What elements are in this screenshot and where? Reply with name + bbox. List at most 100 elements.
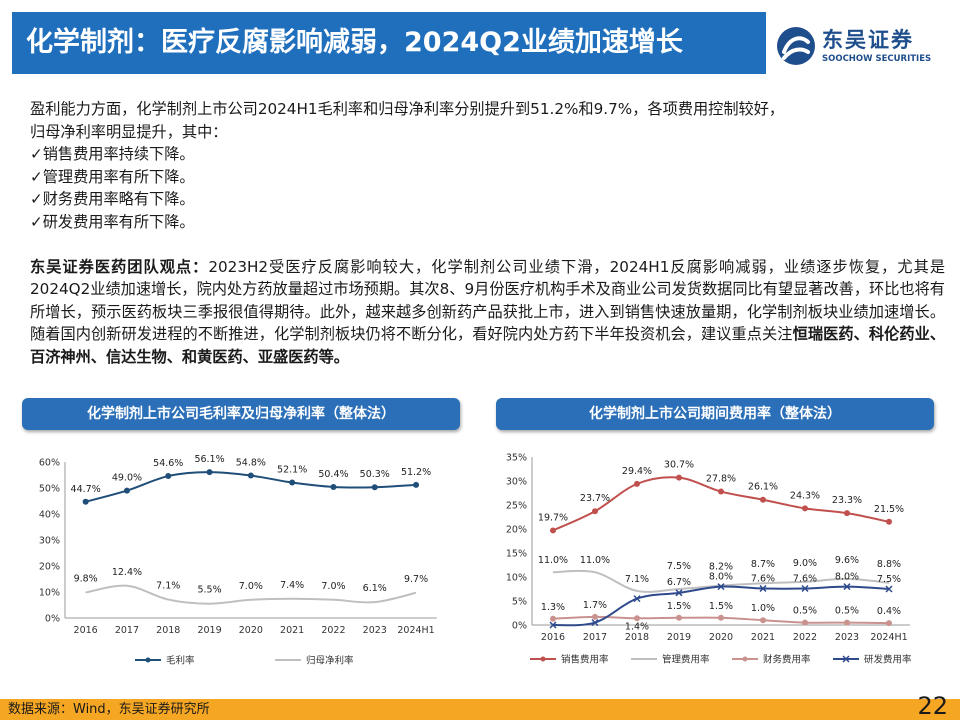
x-tick-label: 2020 <box>709 632 733 643</box>
data-point <box>413 481 420 488</box>
data-label: 8.2% <box>709 562 733 573</box>
title-bar: 化学制剂：医疗反腐影响减弱，2024Q2业绩加速增长 <box>12 12 766 74</box>
y-tick-label: 35% <box>506 453 527 464</box>
data-label: 9.7% <box>404 574 428 585</box>
data-label: 0.4% <box>877 606 901 617</box>
series-line <box>85 584 417 605</box>
margin-chart: 0% 10% 20% 30% 40% 50% 60% 2016 2017 2018 2019 2020… <box>39 454 437 667</box>
legend-marker <box>540 656 546 662</box>
data-label: 6.1% <box>363 583 387 594</box>
data-label: 24.3% <box>790 490 820 501</box>
data-point <box>759 584 767 593</box>
legend-marker <box>145 657 151 663</box>
bullet-item: ✓管理费用率有所下降。 <box>30 167 195 186</box>
x-tick-label: 2016 <box>74 625 98 636</box>
data-label: 1.4% <box>625 621 649 632</box>
y-tick-label: 25% <box>506 501 527 512</box>
y-tick-label: 30% <box>506 477 527 488</box>
data-label: 1.7% <box>583 600 607 611</box>
legend-label: 毛利率 <box>166 655 195 667</box>
logo-chinese-name: 东吴证券 <box>822 28 914 52</box>
data-point <box>801 584 809 593</box>
data-label: 54.6% <box>153 458 183 469</box>
data-point <box>289 479 296 486</box>
data-label: 7.0% <box>321 581 345 592</box>
legend-label: 研发费用率 <box>864 654 912 666</box>
data-point <box>633 595 641 603</box>
data-label: 49.0% <box>112 473 142 484</box>
data-point <box>550 527 556 534</box>
data-label: 7.0% <box>239 581 263 592</box>
data-label: 7.5% <box>877 574 901 585</box>
data-point <box>760 617 766 624</box>
data-point <box>844 619 850 626</box>
x-tick-label: 2018 <box>625 632 649 643</box>
logo-english-name: SOOCHOW SECURITIES <box>822 54 932 64</box>
y-tick-label: 15% <box>506 549 527 560</box>
team-view-label: 东吴证券医药团队观点： <box>30 257 209 276</box>
data-label: 7.6% <box>793 574 817 585</box>
right-chart-title: 化学制剂上市公司期间费用率（整体法） <box>496 398 934 430</box>
data-point <box>165 473 172 480</box>
x-tick-label: 2021 <box>751 632 775 643</box>
y-tick-label: 0% <box>512 621 527 632</box>
x-tick-label: 2023 <box>363 625 387 636</box>
data-point <box>843 583 851 591</box>
data-label: 6.7% <box>667 577 691 588</box>
y-tick-label: 40% <box>39 510 60 521</box>
data-label: 44.7% <box>71 484 101 495</box>
data-point <box>330 483 337 490</box>
data-point <box>885 585 893 593</box>
legend-marker <box>842 655 850 663</box>
y-tick-label: 5% <box>512 597 527 608</box>
data-label: 8.8% <box>877 559 901 570</box>
data-label: 5.5% <box>197 585 221 596</box>
data-point <box>206 469 213 476</box>
x-tick-label: 2019 <box>667 632 691 643</box>
legend-label: 管理费用率 <box>662 654 710 666</box>
data-label: 9.0% <box>793 558 817 569</box>
x-tick-label: 2024H1 <box>870 632 907 643</box>
data-label: 23.7% <box>580 493 610 504</box>
body-text: 盈利能力方面，化学制剂上市公司2024H1毛利率和归母净利率分别提升到51.2%… <box>30 98 945 369</box>
data-label: 7.1% <box>156 581 180 592</box>
data-label: 1.5% <box>709 601 733 612</box>
y-tick-label: 20% <box>506 525 527 536</box>
data-point <box>592 508 598 515</box>
y-tick-label: 10% <box>39 588 60 599</box>
y-tick-label: 20% <box>39 562 60 573</box>
data-label: 54.8% <box>236 458 266 469</box>
data-point <box>634 480 640 487</box>
data-label: 8.0% <box>709 572 733 583</box>
data-point <box>550 615 556 622</box>
data-point <box>675 589 683 597</box>
left-chart-title: 化学制剂上市公司毛利率及归母净利率（整体法） <box>22 398 460 430</box>
data-label: 56.1% <box>194 454 224 465</box>
page-title: 化学制剂：医疗反腐影响减弱，2024Q2业绩加速增长 <box>26 27 683 58</box>
data-point <box>717 583 725 591</box>
data-point <box>802 619 808 626</box>
x-tick-label: 2019 <box>197 625 221 636</box>
bullet-item: ✓财务费用率略有下降。 <box>30 190 195 209</box>
x-tick-label: 2020 <box>239 625 263 636</box>
data-point <box>247 472 254 479</box>
data-label: 7.1% <box>625 574 649 585</box>
data-point <box>676 474 682 481</box>
data-point <box>886 518 892 525</box>
bullet-item: ✓研发费用率有所下降。 <box>30 212 195 231</box>
data-source: 数据来源：Wind，东吴证券研究所 <box>8 702 210 717</box>
data-point <box>549 621 557 629</box>
data-label: 11.0% <box>580 555 610 566</box>
intro-line-1: 盈利能力方面，化学制剂上市公司2024H1毛利率和归母净利率分别提升到51.2%… <box>30 100 785 118</box>
x-tick-label: 2018 <box>156 625 180 636</box>
data-label: 8.0% <box>835 572 859 583</box>
data-point <box>591 619 599 627</box>
data-point <box>760 496 766 503</box>
data-label: 9.8% <box>74 574 98 585</box>
x-tick-label: 2021 <box>280 625 304 636</box>
data-label: 19.7% <box>538 512 568 523</box>
data-label: 51.2% <box>401 467 431 478</box>
data-point <box>844 510 850 517</box>
data-label: 1.3% <box>541 602 565 613</box>
soochow-logo-icon <box>777 27 815 65</box>
